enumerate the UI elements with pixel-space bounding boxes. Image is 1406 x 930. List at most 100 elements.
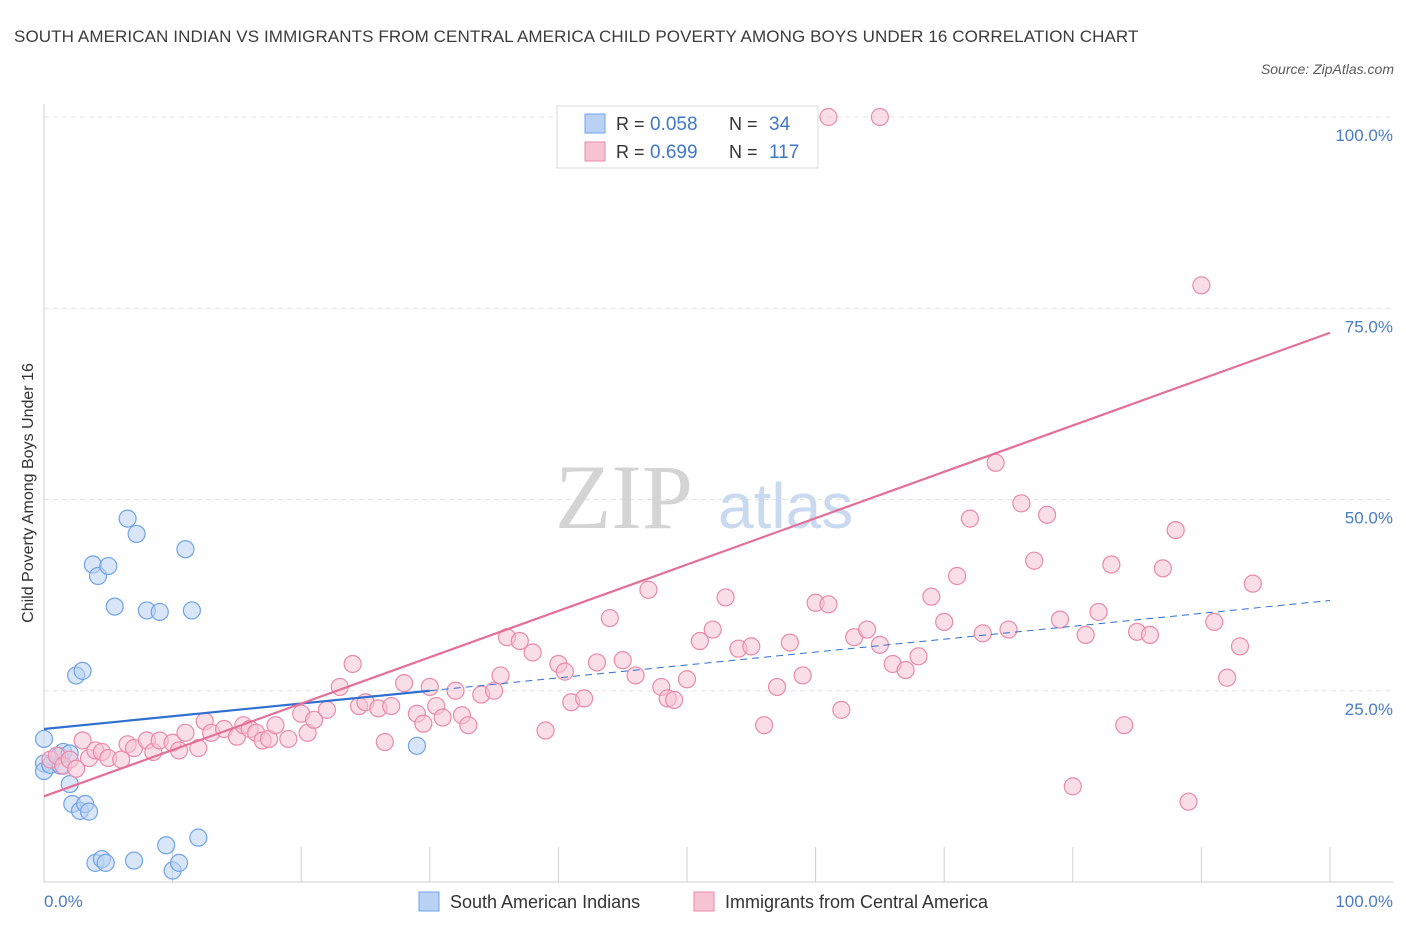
watermark: ZIP atlas — [555, 446, 853, 548]
point-south-american-indians-25 — [176, 540, 195, 559]
trend-lines — [43, 331, 1331, 798]
y-tick-label-2: 50.0% — [1345, 509, 1393, 528]
stats-n-value-1: 34 — [769, 114, 791, 135]
y-tick-label-3: 25.0% — [1345, 700, 1393, 719]
y-tick-labels: 100.0% 75.0% 50.0% 25.0% — [1335, 126, 1393, 719]
point-immigrants-central-america-95 — [999, 620, 1018, 639]
watermark-zip: ZIP — [555, 446, 693, 548]
point-south-american-indians-21 — [150, 602, 169, 622]
x-tick-label-right: 100.0% — [1335, 892, 1393, 911]
point-south-american-indians-0 — [34, 729, 54, 749]
point-south-american-indians-27 — [189, 828, 208, 847]
point-south-american-indians-16 — [96, 853, 115, 872]
legend-label-immigrants-central-america: Immigrants from Central America — [725, 892, 989, 912]
point-south-american-indians-19 — [124, 851, 144, 870]
point-immigrants-central-america-87 — [896, 660, 915, 680]
point-immigrants-central-america-70 — [677, 670, 697, 689]
legend-label-south-american-indians: South American Indians — [450, 892, 640, 912]
point-immigrants-central-america-92 — [960, 509, 980, 528]
point-immigrants-central-america-42 — [394, 673, 414, 693]
point-immigrants-central-america-48 — [446, 681, 465, 700]
point-immigrants-central-america-33 — [304, 710, 324, 729]
point-immigrants-central-america-76 — [755, 716, 774, 735]
point-immigrants-central-america-110 — [1192, 276, 1211, 295]
point-immigrants-central-america-104 — [1115, 716, 1134, 735]
y-tick-label-0: 100.0% — [1335, 126, 1393, 145]
point-immigrants-central-america-40 — [375, 732, 394, 752]
stats-r-label-1: R = — [616, 114, 645, 134]
point-immigrants-central-america-81 — [819, 595, 838, 614]
trend-line-extension-south-american-indians — [429, 599, 1331, 692]
point-immigrants-central-america-52 — [485, 681, 504, 700]
point-immigrants-central-america-93 — [973, 624, 992, 643]
point-immigrants-central-america-41 — [382, 696, 401, 716]
point-immigrants-central-america-73 — [716, 588, 735, 607]
point-south-american-indians-11 — [73, 661, 92, 680]
point-immigrants-central-america-106 — [1140, 625, 1160, 645]
point-immigrants-central-america-66 — [639, 580, 658, 599]
point-immigrants-central-america-30 — [279, 729, 298, 749]
stats-legend: R = 0.058 N = 34 R = 0.699 N = 117 — [556, 105, 819, 169]
point-south-american-indians-13 — [79, 802, 99, 821]
y-axis-title: Child Poverty Among Boys Under 16 — [20, 363, 37, 623]
point-south-american-indians-33 — [407, 736, 427, 755]
point-immigrants-central-america-116 — [870, 107, 890, 127]
point-immigrants-central-america-53 — [491, 666, 510, 685]
stats-n-label-1: N = — [729, 114, 758, 134]
x-tick-label-left: 0.0% — [44, 892, 83, 911]
point-immigrants-central-america-57 — [536, 721, 555, 740]
point-immigrants-central-america-69 — [665, 690, 684, 710]
stats-r-value-2: 0.699 — [650, 142, 698, 163]
point-immigrants-central-america-97 — [1025, 551, 1044, 570]
point-immigrants-central-america-61 — [575, 689, 594, 708]
point-immigrants-central-america-89 — [922, 587, 941, 606]
trend-line-south-american-indians — [43, 689, 430, 731]
point-south-american-indians-26 — [182, 601, 201, 620]
stats-r-label-2: R = — [616, 142, 645, 162]
point-immigrants-central-america-29 — [266, 716, 285, 735]
point-immigrants-central-america-45 — [420, 677, 439, 697]
point-immigrants-central-america-5 — [73, 731, 92, 750]
stats-n-value-2: 117 — [769, 142, 799, 163]
point-immigrants-central-america-109 — [1179, 792, 1198, 811]
point-immigrants-central-america-107 — [1153, 559, 1172, 578]
point-immigrants-central-america-103 — [1102, 555, 1121, 574]
point-immigrants-central-america-99 — [1050, 610, 1070, 629]
point-immigrants-central-america-84 — [857, 620, 877, 639]
point-immigrants-central-america-59 — [555, 662, 574, 681]
stats-r-value-1: 0.058 — [650, 114, 698, 135]
point-immigrants-central-america-112 — [1218, 668, 1237, 687]
point-immigrants-central-america-63 — [600, 608, 619, 628]
point-immigrants-central-america-88 — [909, 647, 928, 666]
point-immigrants-central-america-50 — [459, 716, 478, 735]
point-immigrants-central-america-72 — [703, 620, 722, 639]
stats-swatch-blue — [584, 113, 606, 134]
point-immigrants-central-america-44 — [414, 714, 433, 733]
point-immigrants-central-america-18 — [176, 723, 195, 742]
point-immigrants-central-america-75 — [742, 637, 761, 656]
point-immigrants-central-america-96 — [1012, 494, 1031, 513]
legend-swatch-immigrants-central-america — [693, 891, 715, 912]
y-tick-label-1: 75.0% — [1345, 317, 1393, 336]
point-immigrants-central-america-47 — [433, 708, 452, 727]
point-south-american-indians-31 — [127, 524, 146, 544]
point-immigrants-central-america-56 — [523, 643, 542, 662]
point-immigrants-central-america-78 — [780, 633, 799, 652]
watermark-atlas: atlas — [718, 470, 853, 542]
point-immigrants-central-america-100 — [1063, 777, 1082, 796]
point-immigrants-central-america-79 — [793, 666, 812, 685]
point-immigrants-central-america-101 — [1076, 625, 1095, 645]
trend-line-immigrants-central-america — [43, 331, 1331, 798]
point-immigrants-central-america-4 — [67, 759, 86, 778]
point-immigrants-central-america-111 — [1205, 612, 1224, 632]
point-south-american-indians-22 — [157, 836, 176, 855]
point-immigrants-central-america-98 — [1037, 505, 1057, 524]
point-immigrants-central-america-91 — [947, 566, 967, 586]
point-south-american-indians-18 — [118, 509, 137, 528]
point-south-american-indians-30 — [99, 556, 118, 576]
grid-lines — [44, 116, 1393, 692]
point-immigrants-central-america-82 — [832, 700, 851, 719]
legend-swatch-south-american-indians — [418, 891, 440, 912]
point-immigrants-central-america-34 — [317, 700, 337, 719]
